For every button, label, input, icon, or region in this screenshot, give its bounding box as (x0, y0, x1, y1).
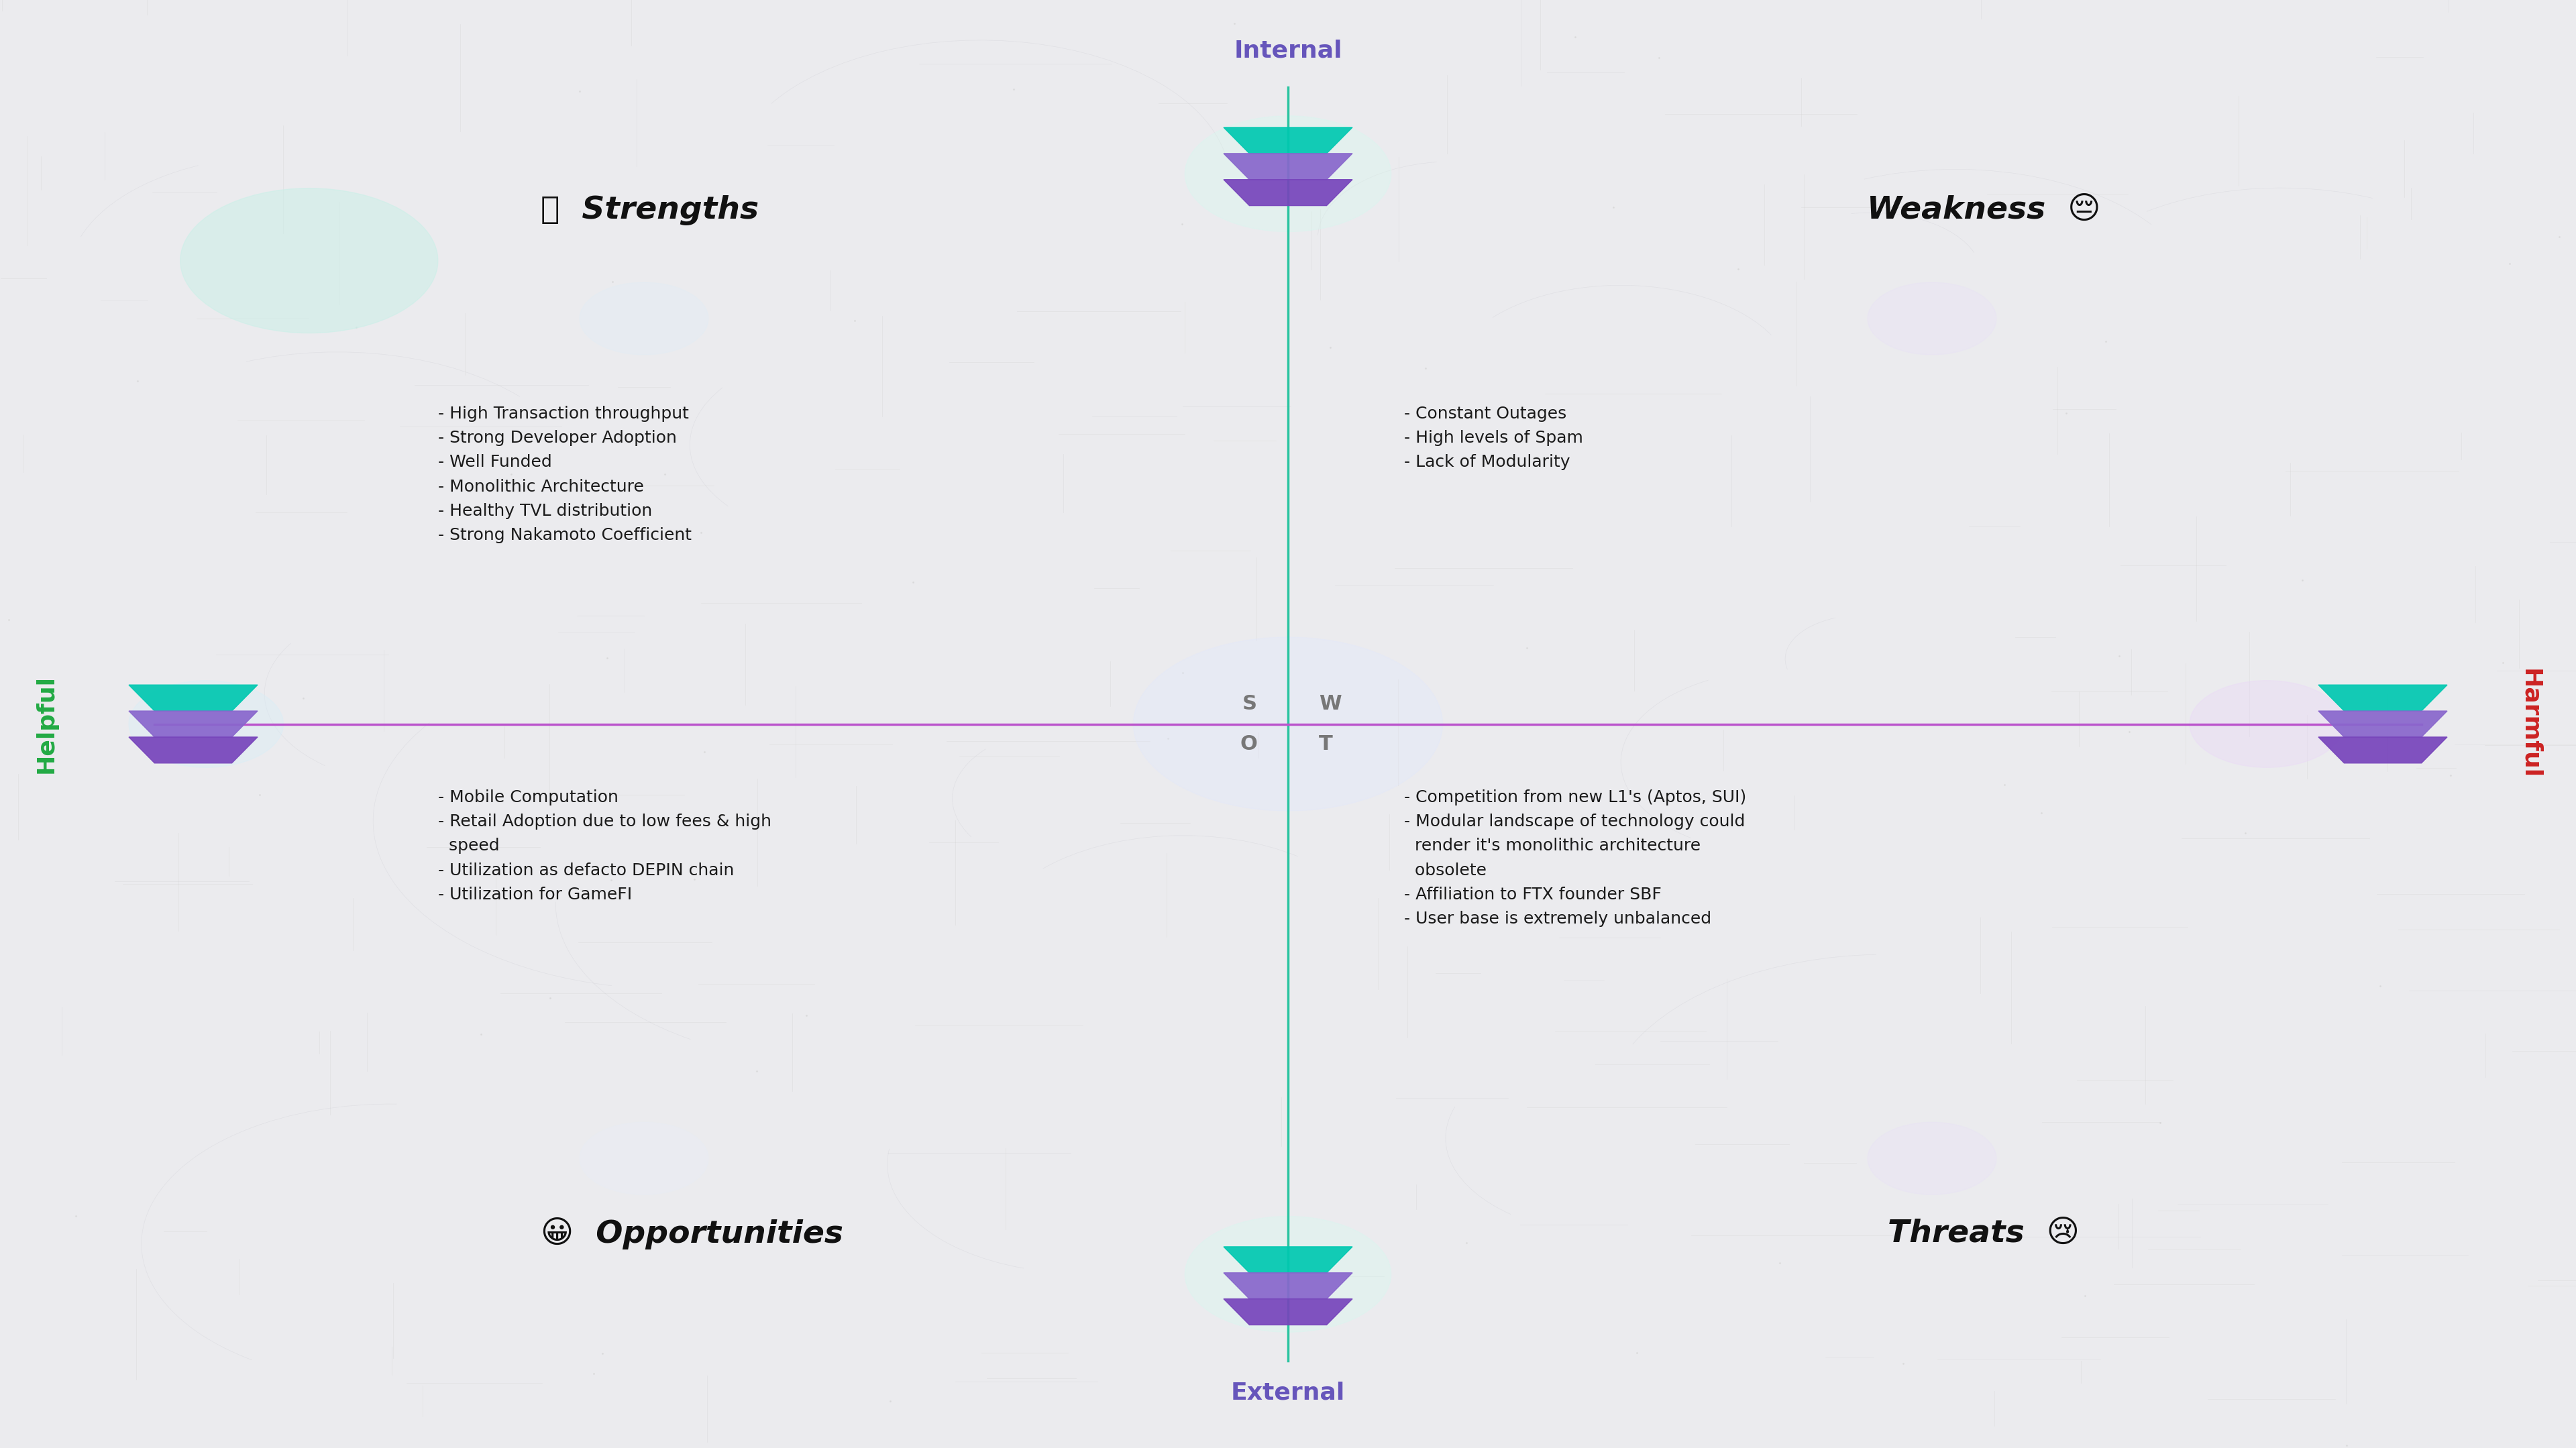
Circle shape (580, 282, 708, 355)
Polygon shape (1224, 180, 1352, 206)
Text: Internal: Internal (1234, 39, 1342, 62)
Circle shape (1868, 282, 1996, 355)
Circle shape (580, 1122, 708, 1195)
Polygon shape (129, 711, 258, 737)
Polygon shape (129, 685, 258, 711)
Text: O: O (1239, 734, 1257, 754)
Text: T: T (1319, 734, 1332, 754)
Polygon shape (1224, 1299, 1352, 1325)
Text: S: S (1242, 694, 1257, 714)
Circle shape (129, 681, 283, 767)
Text: Harmful: Harmful (2519, 669, 2540, 779)
Polygon shape (1224, 127, 1352, 153)
Text: - Constant Outages
- High levels of Spam
- Lack of Modularity: - Constant Outages - High levels of Spam… (1404, 405, 1582, 471)
Text: Helpful: Helpful (36, 675, 57, 773)
Text: 💪  Strengths: 💪 Strengths (541, 195, 760, 224)
Polygon shape (2318, 737, 2447, 763)
Text: Weakness  😔: Weakness 😔 (1868, 195, 2099, 224)
Circle shape (1868, 1122, 1996, 1195)
Polygon shape (129, 737, 258, 763)
Text: Threats  😢: Threats 😢 (1888, 1219, 2079, 1248)
Circle shape (1185, 1216, 1391, 1332)
Circle shape (1185, 116, 1391, 232)
Polygon shape (2318, 685, 2447, 711)
Circle shape (2190, 681, 2344, 767)
Text: W: W (1319, 694, 1342, 714)
Text: - Competition from new L1's (Aptos, SUI)
- Modular landscape of technology could: - Competition from new L1's (Aptos, SUI)… (1404, 789, 1747, 927)
Circle shape (1133, 637, 1443, 811)
Polygon shape (1224, 1247, 1352, 1273)
Text: External: External (1231, 1381, 1345, 1405)
Polygon shape (1224, 153, 1352, 180)
Polygon shape (1224, 1273, 1352, 1299)
Text: - Mobile Computation
- Retail Adoption due to low fees & high
  speed
- Utilizat: - Mobile Computation - Retail Adoption d… (438, 789, 770, 902)
Text: 😀  Opportunities: 😀 Opportunities (541, 1218, 842, 1250)
Polygon shape (2318, 711, 2447, 737)
Text: - High Transaction throughput
- Strong Developer Adoption
- Well Funded
- Monoli: - High Transaction throughput - Strong D… (438, 405, 690, 543)
Circle shape (180, 188, 438, 333)
